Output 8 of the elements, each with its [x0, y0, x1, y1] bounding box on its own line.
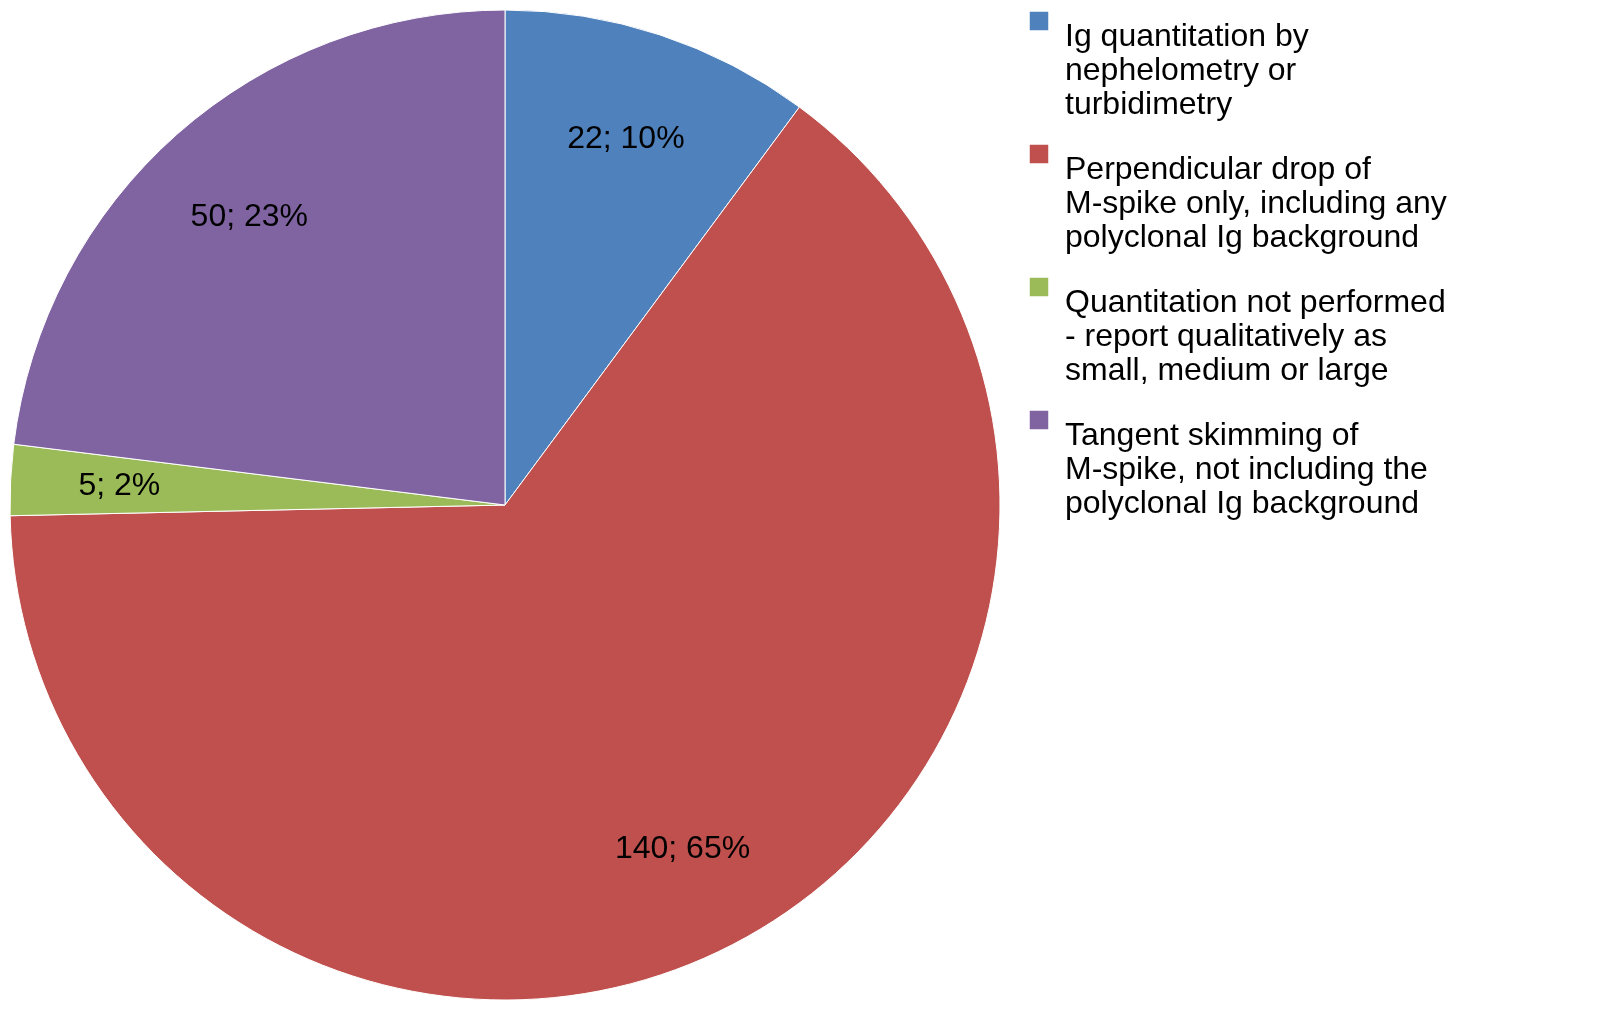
legend-label: Perpendicular drop of M-spike only, including any polyclonal Ig background [1065, 150, 1447, 254]
data-label: 50; 23% [190, 196, 308, 233]
legend-label: Tangent skimming of M-spike, not including the polyclonal Ig background [1065, 416, 1428, 520]
legend-label: Quantitation not performed - report qualitatively as small, medium or large [1065, 283, 1446, 387]
data-label: 22; 10% [567, 119, 685, 156]
data-label: 140; 65% [614, 828, 751, 865]
legend-label: Ig quantitation by nephelometry or turbidimetry [1065, 17, 1309, 121]
data-label: 5; 2% [78, 466, 161, 503]
